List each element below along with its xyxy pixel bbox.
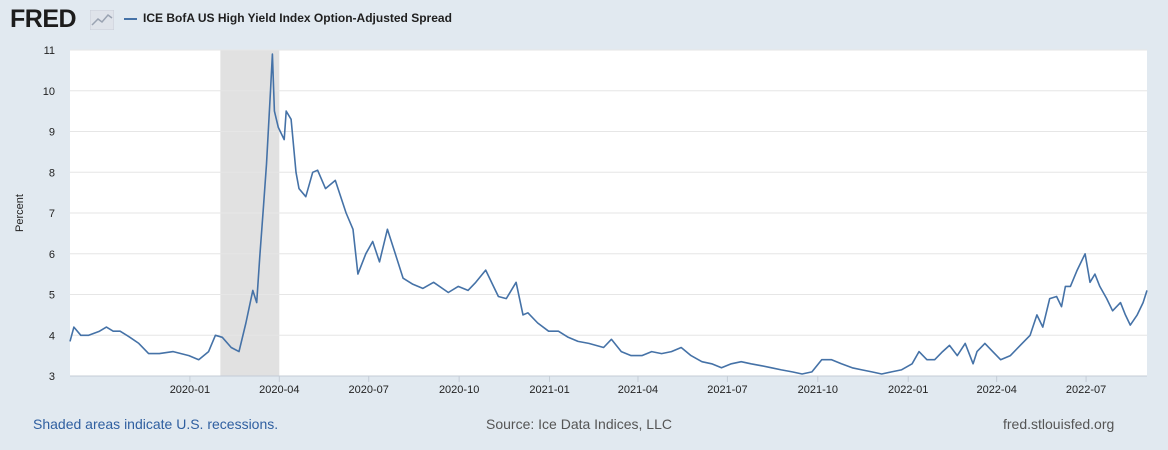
series-layer [69, 53, 1148, 375]
x-tick-label: 2021-10 [798, 384, 838, 396]
x-tick-label: 2020-10 [439, 384, 479, 396]
y-axis: 3 4 5 6 7 8 9 10 11 [43, 45, 55, 383]
y-tick-label: 8 [49, 167, 55, 179]
x-tick-label: 2021-04 [618, 384, 658, 396]
y-tick-label: 9 [49, 127, 55, 139]
legend-swatch [124, 18, 137, 20]
x-tick-label: 2020-04 [259, 384, 299, 396]
recession-note-link[interactable]: Shaded areas indicate U.S. recessions. [33, 416, 279, 432]
y-axis-label: Percent [14, 194, 26, 232]
y-tick-label: 3 [49, 371, 55, 383]
chart-header: FRED ICE BofA US High Yield Index Option… [0, 0, 1168, 40]
y-tick-label: 7 [49, 208, 55, 220]
y-tick-label: 6 [49, 249, 55, 261]
x-axis: 2020-01 2020-04 2020-07 2020-10 2021-01 2021-… [70, 375, 1147, 396]
legend-label: ICE BofA US High Yield Index Option-Adju… [143, 11, 452, 25]
y-tick-label: 5 [49, 290, 55, 302]
x-tick-label: 2021-01 [529, 384, 569, 396]
fred-chart-logo-icon [90, 10, 114, 30]
x-tick-label: 2020-07 [349, 384, 389, 396]
x-tick-label: 2020-01 [170, 384, 210, 396]
x-tick-label: 2022-04 [976, 384, 1016, 396]
y-tick-label: 4 [49, 330, 55, 342]
y-tick-label: 10 [43, 86, 55, 98]
site-url-link[interactable]: fred.stlouisfed.org [1003, 416, 1115, 432]
x-tick-label: 2022-01 [888, 384, 928, 396]
x-tick-label: 2022-07 [1066, 384, 1106, 396]
y-tick-label: 11 [44, 45, 55, 57]
source-text: Source: Ice Data Indices, LLC [486, 416, 672, 432]
series-line [69, 53, 1148, 375]
x-tick-label: 2021-07 [707, 384, 747, 396]
fred-logo[interactable]: FRED [10, 5, 77, 33]
